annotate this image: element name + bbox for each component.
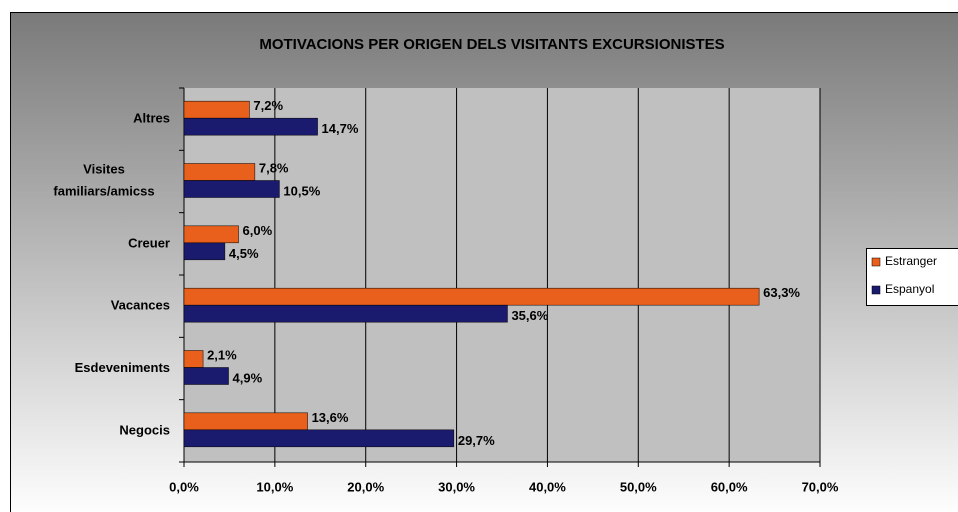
- y-tick-label: Altres: [133, 111, 170, 126]
- x-tick-label: 60,0%: [711, 479, 748, 494]
- x-tick-label: 0,0%: [169, 479, 199, 494]
- legend: [866, 248, 958, 306]
- bar: [183, 350, 204, 368]
- data-label: 2,1%: [207, 347, 237, 362]
- legend-swatch: [871, 285, 881, 295]
- y-tick-label: Negocis: [119, 422, 170, 437]
- legend-label: Espanyol: [885, 282, 934, 296]
- data-label: 63,3%: [763, 285, 800, 300]
- x-tick-label: 10,0%: [256, 479, 293, 494]
- x-tick-label: 20,0%: [347, 479, 384, 494]
- data-label: 14,7%: [322, 121, 359, 136]
- x-tick-label: 50,0%: [620, 479, 657, 494]
- bar: [183, 304, 508, 323]
- data-label: 6,0%: [243, 223, 273, 238]
- y-tick-label: Creuer: [128, 235, 170, 250]
- bar: [183, 117, 318, 136]
- x-tick-label: 70,0%: [802, 479, 839, 494]
- plot-area: [184, 88, 820, 462]
- bar: [183, 287, 760, 306]
- bar: [183, 367, 229, 385]
- data-label: 10,5%: [283, 183, 320, 198]
- bar: [183, 180, 280, 198]
- y-tick-label: Vacances: [111, 298, 170, 313]
- bar: [183, 163, 256, 181]
- data-label: 35,6%: [511, 308, 548, 323]
- legend-swatch: [871, 257, 881, 267]
- x-tick-label: 40,0%: [529, 479, 566, 494]
- data-label: 7,2%: [253, 98, 283, 113]
- y-tick-label: Esdeveniments: [75, 360, 170, 375]
- bar: [183, 429, 455, 448]
- data-label: 29,7%: [458, 433, 495, 448]
- bar: [183, 412, 308, 431]
- data-label: 4,5%: [229, 246, 259, 261]
- bar: [183, 225, 239, 244]
- bar: [183, 242, 226, 261]
- chart-title: MOTIVACIONS PER ORIGEN DELS VISITANTS EX…: [259, 36, 724, 53]
- data-label: 13,6%: [312, 410, 349, 425]
- data-label: 4,9%: [233, 370, 263, 385]
- legend-label: Estranger: [885, 254, 937, 268]
- data-label: 7,8%: [259, 160, 289, 175]
- x-tick-label: 30,0%: [438, 479, 475, 494]
- y-tick-label: Visites familiars/amicss: [53, 162, 154, 199]
- bar: [183, 100, 250, 119]
